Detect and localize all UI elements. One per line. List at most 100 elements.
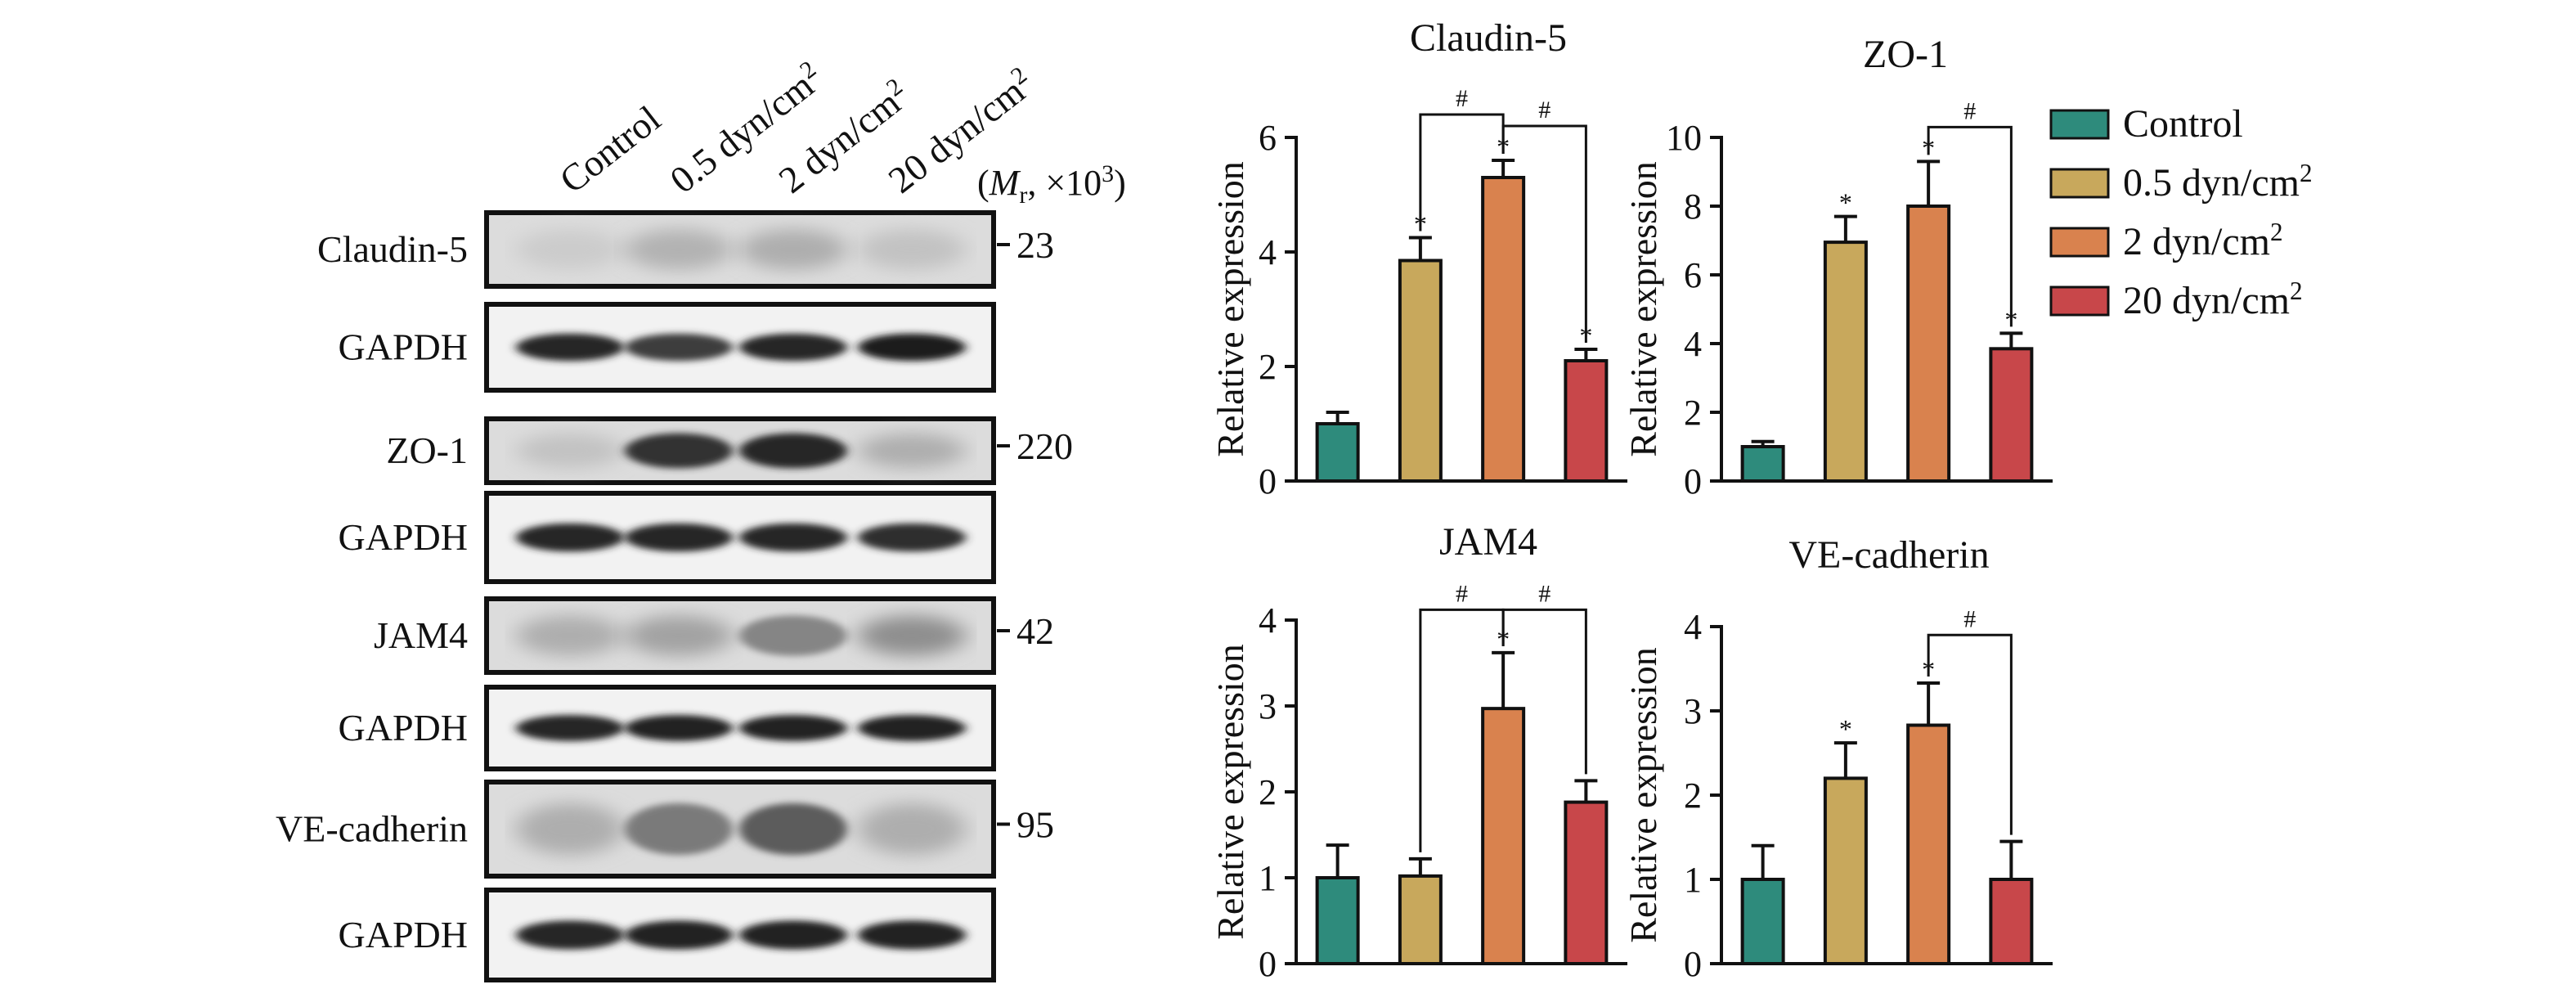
bracket-label: # — [1538, 97, 1551, 124]
legend-label: 0.5 dyn/cm2 — [2123, 159, 2313, 205]
bar — [1906, 205, 1951, 483]
blot-row-label: Claudin-5 — [317, 228, 468, 270]
bar — [1823, 776, 1868, 966]
molecular-weight-marker: 42 — [1016, 610, 1054, 652]
blot-band — [858, 920, 966, 950]
legend-swatch — [2049, 285, 2110, 317]
blot-row: JAM4 42 — [374, 596, 1054, 675]
blot-row: GAPDH — [339, 491, 996, 584]
y-axis-label: Relative expression — [1622, 161, 1664, 457]
chart-title: Claudin-5 — [1410, 16, 1567, 60]
blot-row-label: GAPDH — [339, 326, 468, 368]
chart-title: VE-cadherin — [1788, 533, 1989, 577]
blot-band — [625, 615, 733, 656]
blot-row-label: GAPDH — [339, 914, 468, 955]
blot-row-label: ZO-1 — [386, 429, 468, 471]
y-tick-label: 3 — [1259, 686, 1277, 726]
blot-band — [625, 333, 733, 362]
blot-band — [516, 920, 624, 950]
y-tick-label: 6 — [1684, 255, 1702, 295]
legend-item: 2 dyn/cm2 — [2049, 218, 2283, 263]
legend-label: Control — [2123, 102, 2243, 146]
bar — [1481, 707, 1526, 966]
bar — [1315, 422, 1360, 483]
legend-label: 2 dyn/cm2 — [2123, 218, 2283, 263]
legend-item: 20 dyn/cm2 — [2049, 276, 2303, 322]
blot-row: VE-cadherin 95 — [276, 780, 1054, 879]
bar — [1823, 241, 1868, 483]
y-tick-label: 4 — [1684, 324, 1702, 364]
y-axis-label: Relative expression — [1209, 644, 1251, 940]
blot-band — [858, 433, 966, 469]
y-tick-label: 2 — [1684, 393, 1702, 433]
blot-row-label: JAM4 — [374, 614, 468, 656]
legend: Control 0.5 dyn/cm2 2 dyn/cm2 20 dyn/cm2 — [2049, 102, 2313, 322]
legend-swatch — [2049, 109, 2110, 140]
blot-row: GAPDH — [339, 302, 996, 393]
blot-band — [625, 433, 733, 469]
bar — [1906, 723, 1951, 965]
blot-band — [739, 433, 847, 469]
lane-label: Control — [552, 97, 668, 201]
significance-bracket — [1501, 124, 1587, 343]
blot-band — [739, 333, 847, 362]
y-tick-label: 2 — [1684, 775, 1702, 816]
bar — [1315, 876, 1360, 965]
significance-star: * — [1839, 188, 1852, 218]
molecular-weight-marker: 220 — [1016, 425, 1073, 467]
legend-swatch — [2049, 168, 2110, 199]
bar — [1989, 347, 2034, 483]
blot-band — [858, 615, 966, 656]
blot-band — [516, 333, 624, 362]
blot-band — [516, 433, 624, 469]
bar — [1564, 359, 1609, 483]
blot-band — [625, 715, 733, 741]
blot-band — [858, 802, 966, 856]
blot-row-label: GAPDH — [339, 516, 468, 558]
blot-band — [625, 802, 733, 856]
molecular-weight-marker: 95 — [1016, 804, 1054, 846]
bracket-label: # — [1963, 97, 1976, 124]
blot-row-label: VE-cadherin — [276, 808, 468, 850]
blot-band — [516, 229, 624, 270]
blot-band — [739, 615, 847, 656]
bar — [1481, 176, 1526, 483]
y-tick-label: 4 — [1259, 232, 1277, 272]
blot-row-label: GAPDH — [339, 707, 468, 748]
blot-band — [625, 920, 733, 950]
blot-band — [516, 802, 624, 856]
legend-swatch — [2049, 227, 2110, 258]
y-tick-label: 2 — [1259, 772, 1277, 812]
y-tick-label: 0 — [1259, 461, 1277, 501]
y-tick-label: 4 — [1684, 607, 1702, 647]
y-tick-label: 10 — [1666, 118, 1702, 158]
y-tick-label: 6 — [1259, 118, 1277, 158]
bar — [1989, 878, 2034, 965]
blot-row: Claudin-5 23 — [317, 210, 1054, 289]
bracket-label: # — [1456, 85, 1468, 112]
blot-band — [516, 615, 624, 656]
y-tick-label: 1 — [1259, 858, 1277, 898]
bracket-label: # — [1456, 580, 1468, 607]
bar — [1740, 445, 1785, 483]
legend-item: Control — [2049, 102, 2243, 146]
significance-bracket — [1501, 608, 1587, 775]
blot-band — [516, 715, 624, 741]
y-tick-label: 1 — [1684, 860, 1702, 900]
blot-band — [739, 802, 847, 856]
blot-band — [739, 920, 847, 950]
y-axis-label: Relative expression — [1209, 161, 1251, 457]
molecular-weight-unit-label: (Mr, ×103) — [977, 160, 1126, 209]
blot-band — [516, 523, 624, 552]
y-tick-label: 0 — [1684, 944, 1702, 984]
blot-rows: Claudin-5 23 GAPDH ZO-1 220 GAPDH JAM4 42 GAPDH V… — [276, 210, 1073, 982]
y-axis-label: Relative expression — [1622, 647, 1664, 943]
blot-row: GAPDH — [339, 888, 996, 982]
